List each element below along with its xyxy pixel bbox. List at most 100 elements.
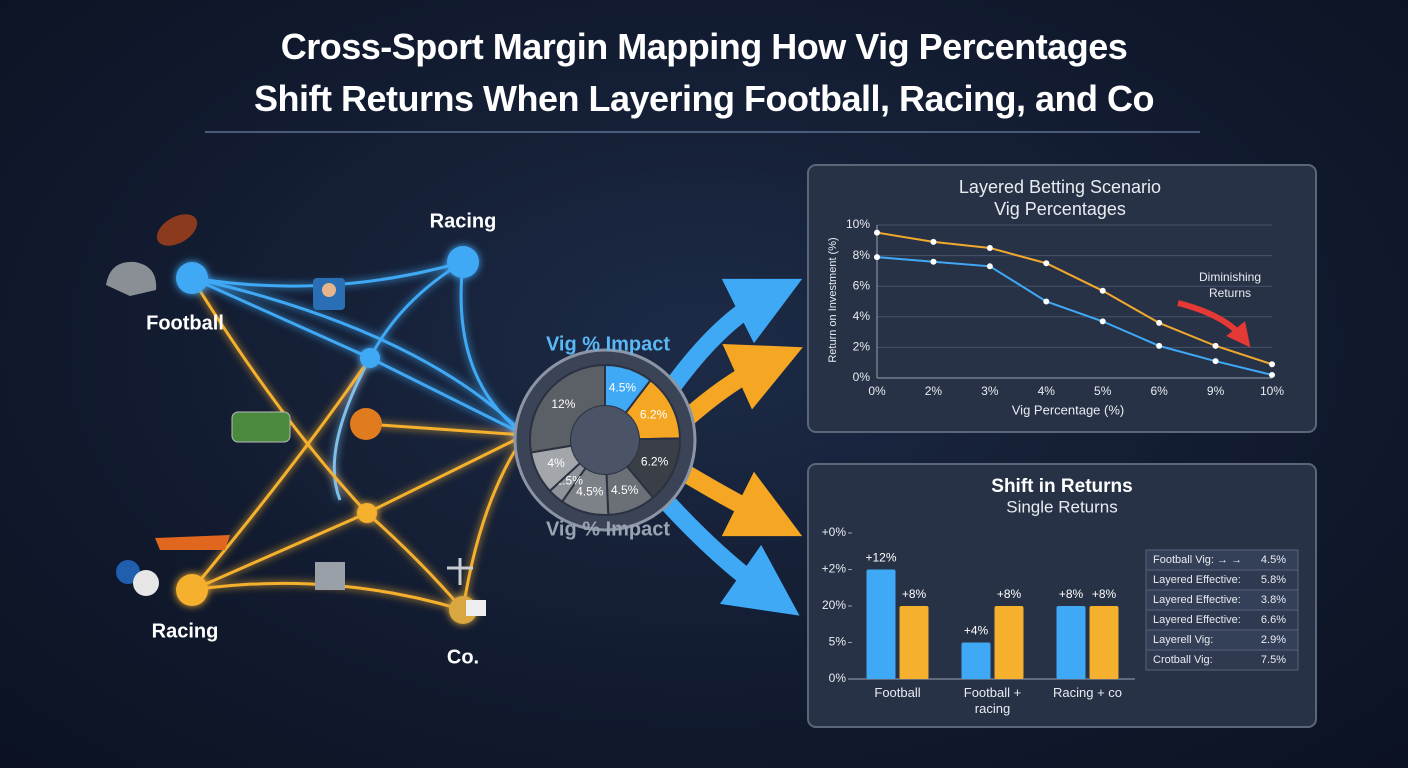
icons (106, 214, 486, 616)
node-label: Co. (447, 646, 479, 668)
y-tick-label: 4% (853, 309, 871, 323)
line-panel (807, 164, 1317, 433)
line-point (1099, 318, 1106, 325)
y-tick-label: +2% (822, 562, 847, 576)
football-icon (156, 214, 198, 246)
stadium-icon (231, 411, 291, 443)
bar (994, 606, 1024, 679)
annotation: Returns (1209, 286, 1251, 300)
y-tick-label: +0% (822, 525, 847, 539)
x-tick-label: Racing + co (1052, 685, 1122, 700)
edge (365, 422, 526, 437)
x-tick-label: Football (874, 685, 921, 700)
donut-hole (571, 406, 639, 474)
line-point (874, 229, 880, 236)
edge (190, 277, 465, 611)
chart-subtitle: Single Returns (1006, 497, 1118, 516)
line-point (1156, 342, 1163, 349)
bar (1056, 606, 1086, 679)
player-icon (322, 283, 336, 297)
edge (190, 357, 372, 591)
bar (866, 569, 896, 679)
x-tick-label: 6% (1150, 384, 1168, 398)
chart-title: Shift in Returns (991, 476, 1132, 497)
line-point (1043, 298, 1050, 305)
bar-value-label: +8% (1059, 587, 1084, 601)
table-cell: Crotball Vig: (1153, 654, 1213, 666)
arrows (658, 278, 803, 616)
bar-value-label: +8% (902, 587, 927, 601)
x-tick-label: 5% (1094, 384, 1112, 398)
badge-icon (133, 570, 159, 596)
edge (368, 260, 464, 359)
y-tick-label: 5% (829, 635, 847, 649)
helmet-icon (106, 261, 157, 296)
line-point (1269, 361, 1275, 368)
line-point (930, 258, 937, 265)
y-tick-label: 2% (853, 340, 871, 354)
annotation-arrow (1177, 300, 1251, 348)
y-tick-label: 0% (853, 370, 871, 384)
bar-value-label: +8% (1092, 587, 1117, 601)
node-label: Football (146, 312, 224, 334)
node (176, 262, 208, 294)
donut-label: 12% (551, 397, 575, 411)
gate-icon (350, 408, 382, 440)
x-axis-label: Vig Percentage (%) (1012, 402, 1125, 417)
x-tick-label: 9% (1207, 384, 1225, 398)
y-axis-label: Return on Investment (%) (827, 237, 839, 362)
racecar-icon (155, 535, 230, 550)
line-point (986, 263, 993, 270)
line-point (986, 244, 993, 251)
donut-label: 4% (547, 456, 565, 470)
edge (459, 261, 526, 437)
line-series (876, 231, 1273, 366)
x-tick-label: 0% (868, 384, 886, 398)
donut-label: 4.5% (576, 485, 604, 499)
table-cell: Football Vig: → → (1153, 554, 1242, 566)
line-point (1043, 260, 1050, 267)
table-cell: Layered Effective: (1153, 614, 1241, 626)
arrow (662, 278, 803, 396)
line-series (876, 256, 1273, 376)
x-tick-label: 2% (925, 384, 943, 398)
annotation: Diminishing (1199, 270, 1261, 284)
title-line: Shift Returns When Layering Football, Ra… (253, 78, 1155, 119)
bar-value-label: +12% (865, 551, 896, 565)
network-edges (190, 260, 527, 612)
bar (899, 606, 929, 679)
line-point (1099, 287, 1106, 294)
x-tick-label: Football + racing (963, 685, 1022, 716)
y-tick-label: 6% (853, 278, 871, 292)
x-tick-label: 3% (981, 384, 999, 398)
node (176, 574, 208, 606)
scale-icon (447, 558, 473, 585)
bar-value-label: +8% (997, 587, 1022, 601)
table-cell: 7.5% (1261, 654, 1286, 666)
line-point (1212, 342, 1219, 349)
table-row (1145, 649, 1299, 671)
node-label: Racing (152, 620, 219, 642)
line-point (1269, 371, 1275, 378)
donut-label: 4.5% (611, 483, 639, 497)
donut-caption: Vig % Impact (546, 518, 670, 540)
table-cell: 3.8% (1261, 594, 1286, 606)
x-tick-label: 10% (1260, 384, 1284, 398)
y-tick-label: 8% (853, 248, 871, 262)
bar (1089, 606, 1119, 679)
arrow (658, 493, 800, 616)
flag-icon (466, 600, 486, 616)
bar-value-label: +4% (964, 624, 989, 638)
node-label: Racing (430, 210, 497, 232)
line-point (1156, 319, 1163, 326)
y-tick-label: 0% (829, 671, 847, 685)
y-tick-label: 10% (846, 217, 870, 231)
table-cell: 2.9% (1261, 634, 1286, 646)
node (357, 503, 377, 523)
table-cell: Layered Effective: (1153, 594, 1241, 606)
chart-title: Layered Betting Scenario (959, 177, 1161, 197)
donut-label: 6.2% (640, 407, 668, 421)
table-cell: 4.5% (1261, 554, 1286, 566)
